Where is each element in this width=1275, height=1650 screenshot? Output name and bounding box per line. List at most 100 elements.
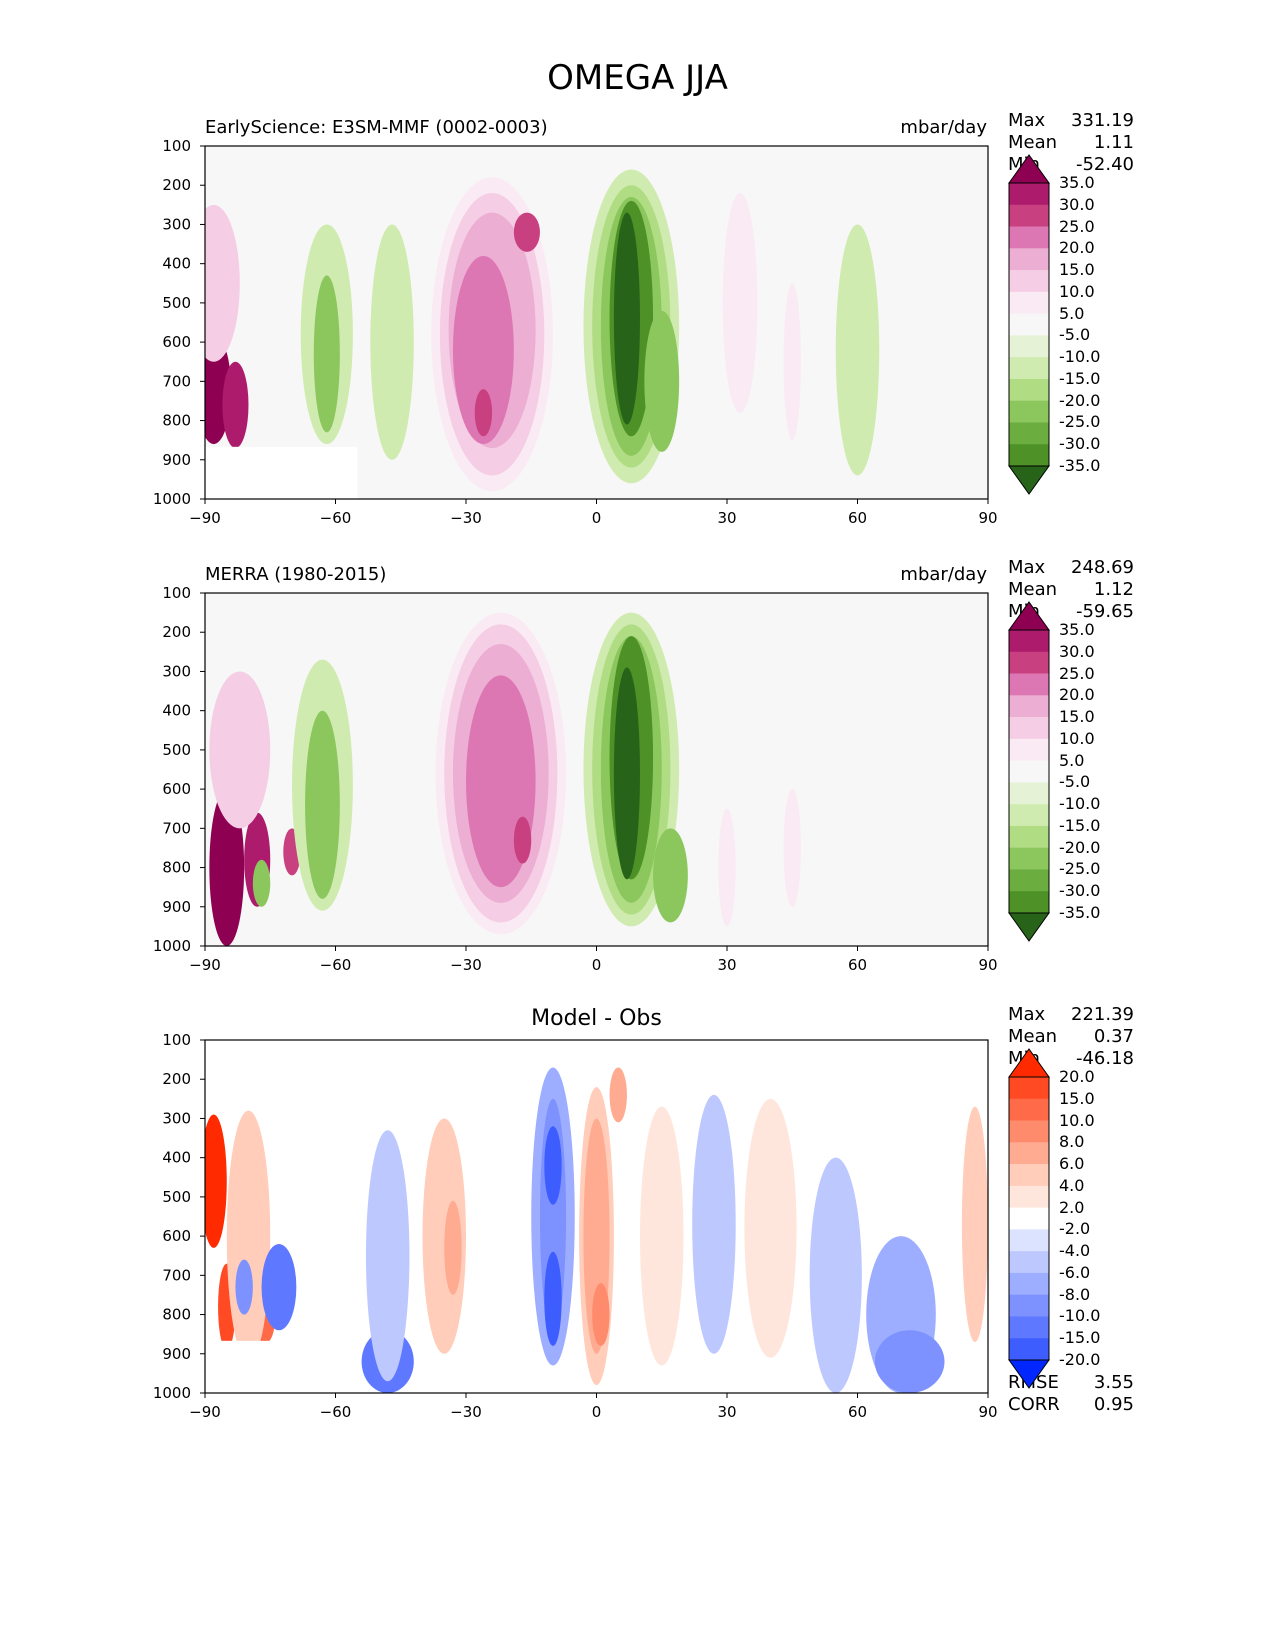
contour-region: [653, 828, 688, 923]
colorbar-tick-label: 15.0: [1059, 1088, 1095, 1108]
panel-left-title: MERRA (1980-2015): [205, 564, 387, 585]
colorbar-band: [1009, 183, 1049, 206]
colorbar-tick-label: 30.0: [1059, 194, 1095, 214]
colorbar-band: [1009, 1142, 1049, 1165]
x-tick-label: 30: [717, 509, 736, 527]
colorbar-frame: [1008, 629, 1050, 914]
panel-reference: MERRA (1980-2015) mbar/day Max 248.69 Mea…: [0, 557, 1275, 997]
colorbar-tick-label: -15.0: [1059, 815, 1101, 835]
colorbar-band: [1009, 804, 1049, 827]
contour-region: [305, 710, 340, 899]
colorbar-band: [1009, 825, 1049, 848]
colorbar-band: [1009, 226, 1049, 249]
stat-mean-label: Mean: [1008, 1026, 1058, 1047]
y-tick-label: 900: [162, 1345, 191, 1363]
contour-field: [205, 169, 880, 499]
y-tick-label: 700: [162, 819, 191, 837]
colorbar-extend-max: [1008, 601, 1050, 631]
contour-region: [209, 671, 271, 829]
y-tick-label: 800: [162, 412, 191, 430]
colorbar-tick-label: -20.0: [1059, 390, 1101, 410]
contour-region: [609, 1067, 627, 1123]
stat-min-value: -52.40: [1075, 154, 1134, 175]
contour-region: [592, 1283, 610, 1346]
colorbar-band: [1009, 357, 1049, 380]
colorbar-tick-label: -35.0: [1059, 456, 1101, 475]
colorbar-band: [1009, 869, 1049, 892]
colorbar-tick-label: 25.0: [1059, 663, 1095, 683]
stat-mean-value: 0.37: [1093, 1026, 1134, 1047]
panel-test: EarlyScience: E3SM-MMF (0002-0003) mbar/…: [0, 110, 1275, 550]
colorbar-band: [1009, 400, 1049, 423]
colorbar-band: [1009, 1164, 1049, 1187]
y-tick-label: 800: [162, 1306, 191, 1324]
colorbar-band: [1009, 313, 1049, 336]
contour-region: [513, 816, 532, 864]
y-tick-label: 600: [162, 333, 191, 351]
colorbar-tick-label: -20.0: [1059, 1350, 1101, 1369]
x-tick-label: 60: [848, 509, 867, 527]
plot-area: −90 −60 −30 0 30 60 90 100 200 300 400 500 600 700 800…: [153, 137, 1050, 527]
contour-region: [209, 789, 245, 946]
stat-mean-value: 1.11: [1093, 132, 1134, 153]
contour-region: [744, 1098, 797, 1358]
contour-region: [613, 212, 640, 425]
x-tick-label: −60: [320, 956, 352, 974]
colorbar-tick-label: -6.0: [1059, 1262, 1091, 1282]
x-tick-label: 60: [848, 956, 867, 974]
contour-region: [235, 1259, 253, 1315]
y-tick-label: 600: [162, 1227, 191, 1245]
contour-region: [370, 224, 414, 460]
contour-region: [252, 859, 271, 907]
colorbar-tick-label: 2.0: [1059, 1197, 1085, 1217]
y-tick-label: 300: [162, 215, 191, 233]
y-tick-label: 200: [162, 176, 191, 194]
colorbar-tick-label: 20.0: [1059, 238, 1095, 258]
contour-field: [205, 1067, 988, 1393]
contour-region: [809, 1157, 862, 1393]
stat-mean-label: Mean: [1008, 579, 1058, 600]
contour-region: [513, 212, 540, 252]
colorbar-band: [1009, 847, 1049, 870]
colorbar-tick-label: -10.0: [1059, 794, 1101, 814]
y-tick-label: 700: [162, 1266, 191, 1284]
y-tick-label: 500: [162, 741, 191, 759]
contour-region: [205, 1114, 227, 1248]
contour-region: [692, 1094, 736, 1354]
x-tick-label: −90: [189, 1403, 221, 1421]
colorbar-tick-label: -10.0: [1059, 347, 1101, 367]
x-tick-label: 30: [717, 1403, 736, 1421]
contour-region: [718, 808, 736, 927]
stat-max-value: 248.69: [1071, 557, 1134, 578]
colorbar-extend-max: [1008, 154, 1050, 184]
contour-region: [722, 193, 758, 413]
colorbar-tick-label: 5.0: [1059, 303, 1085, 323]
y-tick-label: 500: [162, 294, 191, 312]
colorbar-tick-label: 30.0: [1059, 641, 1095, 661]
y-tick-label: 400: [162, 255, 191, 273]
panel-units: mbar/day: [900, 564, 987, 585]
contour-region: [835, 224, 880, 476]
x-tick-label: 90: [978, 956, 997, 974]
colorbar-tick-label: 8.0: [1059, 1132, 1085, 1152]
colorbar-tick-label: -20.0: [1059, 837, 1101, 857]
colorbar-band: [1009, 1077, 1049, 1100]
colorbar-tick-label: -25.0: [1059, 412, 1101, 432]
stat-max-label: Max: [1008, 1004, 1046, 1025]
colorbar-band: [1009, 291, 1049, 314]
y-tick-label: 900: [162, 898, 191, 916]
y-tick-label: 1000: [153, 1384, 191, 1402]
missing-data-mask: [205, 1340, 358, 1393]
contour-region: [226, 1110, 271, 1362]
y-tick-label: 100: [162, 137, 191, 155]
colorbar-tick-label: -5.0: [1059, 325, 1091, 345]
y-tick-label: 600: [162, 780, 191, 798]
contour-region: [874, 1330, 945, 1393]
colorbar-tick-label: -4.0: [1059, 1241, 1091, 1261]
y-tick-label: 800: [162, 859, 191, 877]
colorbar-extend-min: [1008, 912, 1050, 942]
x-tick-label: −30: [450, 509, 482, 527]
colorbar-band: [1009, 651, 1049, 674]
colorbar-tick-label: 15.0: [1059, 707, 1095, 727]
